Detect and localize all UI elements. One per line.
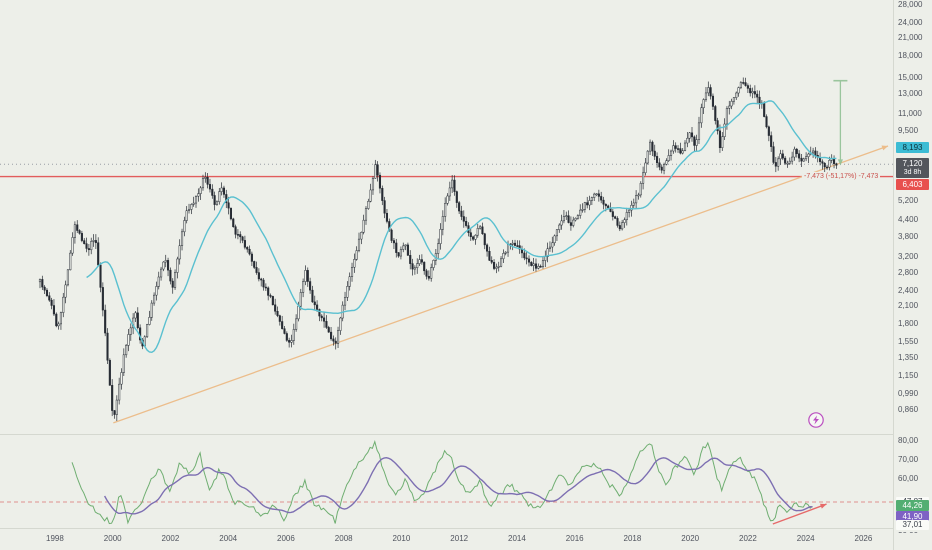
- price-axis-label: 0,860: [898, 405, 919, 414]
- rsi-pane[interactable]: [0, 440, 893, 525]
- time-axis-label: 2026: [854, 534, 873, 543]
- rsi-axis-label: 30,00: [898, 531, 918, 533]
- rsi-axis-label: 70,00: [898, 455, 919, 464]
- time-axis-label: 2006: [277, 534, 295, 543]
- price-axis-label: 18,000: [898, 51, 923, 61]
- alert-price-badge: 8,193: [896, 142, 929, 154]
- price-axis-label: 2,800: [898, 267, 919, 277]
- price-axis-label: 0,990: [898, 388, 919, 398]
- time-axis-label: 2000: [103, 534, 122, 543]
- rsi-ma-value-badge: 41,90: [896, 510, 929, 522]
- time-axis-label: 2018: [623, 534, 642, 543]
- time-axis-label: 2016: [565, 534, 584, 543]
- price-axis-label: 1,350: [898, 352, 919, 362]
- price-axis-label: 28,000: [898, 0, 923, 9]
- price-axis-label: 3,800: [898, 232, 919, 242]
- rsi-trendline[interactable]: [772, 503, 827, 525]
- last-price-badge: 7,120 3d 8h: [896, 158, 929, 179]
- price-axis-label: 4,400: [898, 215, 919, 225]
- price-axis[interactable]: 8,193 7,120 3d 8h 6,403 28,000 24,000 21,0…: [894, 0, 932, 434]
- rsi-value-badge: 44,26: [896, 499, 929, 511]
- trendline[interactable]: [113, 145, 889, 424]
- price-axis-separator[interactable]: [893, 0, 894, 550]
- price-axis-label: 1,550: [898, 336, 919, 346]
- price-axis-label: 5,200: [898, 195, 919, 205]
- time-axis-label: 2024: [796, 534, 815, 543]
- last-price-value: 7,120: [902, 159, 923, 169]
- rsi-axis-label: 80,00: [898, 436, 919, 445]
- price-axis-label: 2,400: [898, 285, 919, 295]
- time-axis-separator[interactable]: [0, 528, 894, 529]
- price-axis-label: 1,150: [898, 371, 919, 381]
- rsi-axis-label: 60,00: [898, 474, 919, 483]
- time-axis[interactable]: 1998 2000 2002 2004 2006 2008 2010 2012 2014 2016…: [0, 528, 894, 550]
- rsi-axis[interactable]: 47,87 44,26 41,90 37,01 80,0070,0060,003…: [894, 436, 932, 533]
- price-axis-label: 1,800: [898, 319, 919, 329]
- main-chart-pane[interactable]: [0, 77, 893, 424]
- hline-price-badge: 6,403: [896, 178, 929, 190]
- price-axis-label: 9,500: [898, 125, 919, 135]
- price-axis-label: 2,100: [898, 301, 919, 311]
- price-axis-label: 21,000: [898, 33, 923, 43]
- time-axis-label: 2008: [334, 534, 353, 543]
- price-axis-label: 11,000: [898, 108, 922, 118]
- time-axis-label: 2010: [392, 534, 411, 543]
- bar-countdown: 3d 8h: [903, 169, 922, 177]
- range-label[interactable]: -7,473 (-51,17%) -7,473: [802, 172, 881, 182]
- moving-average-line[interactable]: [86, 100, 837, 354]
- price-axis-label: 3,200: [898, 252, 919, 262]
- time-axis-label: 2022: [739, 534, 757, 543]
- time-axis-label: 1998: [46, 534, 64, 543]
- rsi-line[interactable]: [71, 440, 813, 525]
- price-axis-label: 15,000: [898, 72, 923, 82]
- price-axis-label: 24,000: [898, 17, 923, 27]
- pane-separator[interactable]: [0, 434, 894, 435]
- rsi-ma-line[interactable]: [103, 456, 813, 515]
- rsi-pivot-label: 37,01: [896, 519, 929, 530]
- time-axis-label: 2002: [161, 534, 180, 543]
- time-axis-label: 2014: [508, 534, 526, 543]
- measure-tool[interactable]: [833, 79, 848, 166]
- flash-icon[interactable]: [807, 411, 825, 429]
- time-axis-label: 2020: [681, 534, 700, 543]
- price-axis-label: 13,000: [898, 89, 923, 99]
- time-axis-label: 2004: [219, 534, 238, 543]
- chart-canvas[interactable]: [0, 0, 894, 550]
- time-axis-label: 2012: [450, 534, 469, 543]
- lightning-icon: [813, 415, 819, 425]
